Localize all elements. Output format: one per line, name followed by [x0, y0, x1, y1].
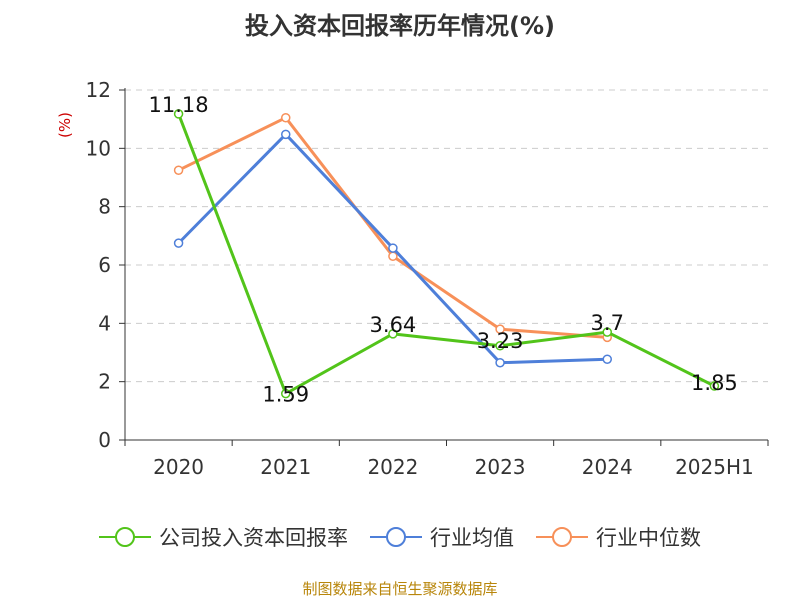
legend-label-industry-median: 行业中位数: [596, 526, 701, 550]
legend-item-company[interactable]: 公司投入资本回报率: [99, 522, 348, 552]
series-line: [177, 113, 716, 396]
data-point: [495, 341, 505, 351]
y-tick-label: 6: [98, 253, 111, 277]
legend-label-company: 公司投入资本回报率: [159, 526, 348, 550]
data-point: [281, 112, 291, 123]
data-point: [281, 129, 291, 140]
data-point: [173, 109, 184, 119]
data-label: 11.18: [149, 93, 209, 117]
legend-swatch-industry-median: [536, 527, 588, 547]
data-point: [388, 329, 398, 339]
x-tick-label: 2022: [367, 455, 418, 479]
x-tick-label: 2020: [153, 455, 204, 479]
data-point: [388, 251, 398, 261]
x-tick-label: 2025H1: [675, 455, 754, 479]
data-point: [281, 388, 291, 399]
data-point: [602, 327, 612, 337]
data-label: 1.85: [691, 371, 738, 395]
data-point: [709, 381, 720, 391]
data-point: [388, 243, 398, 253]
data-label: 3.23: [477, 329, 524, 353]
x-tick-label: 2023: [475, 455, 526, 479]
data-point: [173, 165, 184, 175]
legend-item-industry-mean[interactable]: 行业均值: [370, 522, 514, 552]
series-line: [177, 116, 608, 339]
y-tick-label: 0: [98, 428, 111, 452]
chart-legend: 公司投入资本回报率 行业均值 行业中位数: [0, 520, 800, 554]
y-tick-label: 12: [86, 78, 111, 102]
x-tick-label: 2024: [582, 455, 633, 479]
legend-label-industry-mean: 行业均值: [430, 526, 514, 550]
legend-swatch-company: [99, 527, 151, 547]
y-tick-label: 8: [98, 195, 111, 219]
data-point: [602, 354, 612, 364]
legend-swatch-industry-mean: [370, 527, 422, 547]
data-point: [495, 357, 505, 368]
data-source-note: 制图数据来自恒生聚源数据库: [302, 580, 498, 598]
chart-title: 投入资本回报率历年情况(%): [245, 12, 555, 40]
legend-item-industry-median[interactable]: 行业中位数: [536, 522, 701, 552]
y-tick-label: 4: [98, 311, 111, 335]
data-label: 3.7: [591, 311, 624, 335]
y-axis-label: (%): [56, 112, 74, 138]
data-point: [173, 238, 184, 248]
y-tick-label: 10: [86, 136, 111, 160]
data-label: 1.59: [262, 383, 309, 407]
data-label: 3.64: [370, 313, 417, 337]
data-point: [495, 324, 505, 334]
y-tick-label: 2: [98, 370, 111, 394]
x-tick-label: 2021: [260, 455, 311, 479]
